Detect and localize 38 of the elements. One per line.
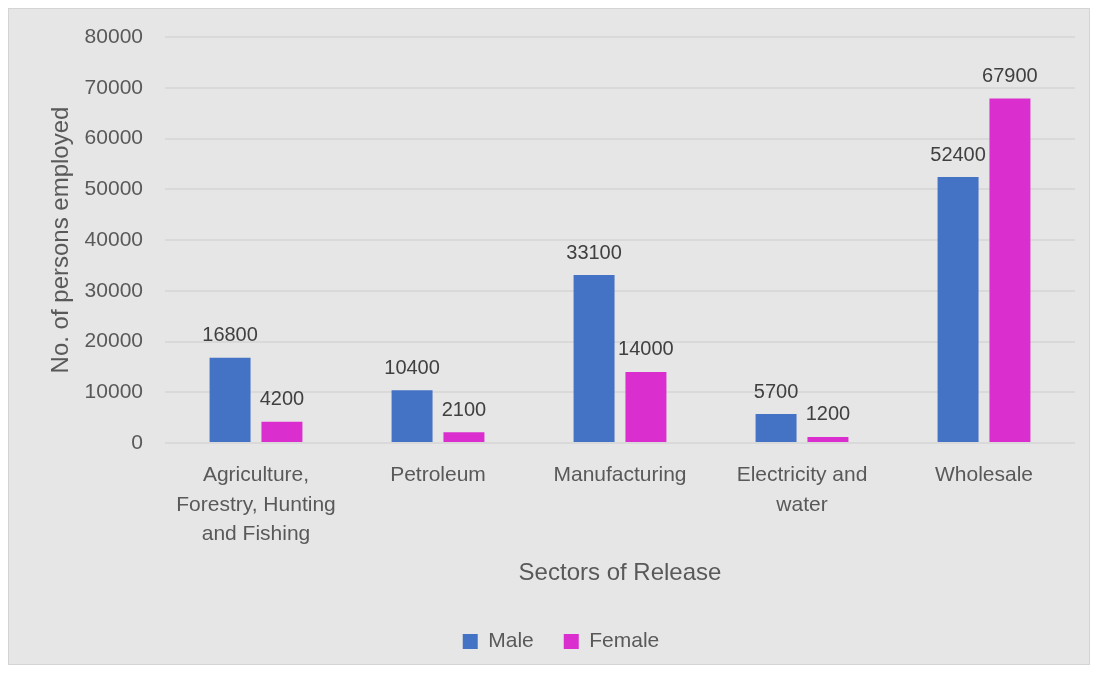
data-label: 52400 <box>930 142 986 165</box>
bar <box>625 371 667 442</box>
y-tick-label: 0 <box>131 429 143 453</box>
y-tick-label: 30000 <box>84 277 143 301</box>
y-tick-label: 70000 <box>84 74 143 98</box>
y-tick-label: 60000 <box>84 125 143 149</box>
bar <box>573 275 615 442</box>
bar <box>443 432 485 442</box>
x-tick-label: Petroleum <box>390 462 486 486</box>
data-label: 4200 <box>259 387 305 410</box>
legend-label: Male <box>488 628 534 652</box>
bar <box>261 421 303 442</box>
bar <box>209 357 251 442</box>
x-tick-label: Agriculture, Forestry, Hunting and Fishing <box>176 462 336 545</box>
bar <box>755 414 797 442</box>
bar <box>391 390 433 442</box>
bar <box>937 177 979 442</box>
bar <box>807 436 849 442</box>
data-label: 5700 <box>753 379 799 402</box>
data-label: 1200 <box>805 402 851 425</box>
x-tick-label: Wholesale <box>934 462 1034 486</box>
y-axis-title: No. of persons employed <box>46 106 74 374</box>
y-tick-label: 50000 <box>84 176 143 200</box>
legend-label: Female <box>589 628 660 652</box>
data-label: 2100 <box>441 397 487 420</box>
data-label: 33100 <box>566 240 622 263</box>
x-axis-title: Sectors of Release <box>518 558 722 586</box>
x-tick-label: Manufacturing <box>553 462 687 486</box>
data-label: 16800 <box>202 323 258 346</box>
bar <box>989 98 1031 442</box>
data-label: 10400 <box>384 355 440 378</box>
x-tick-label: Electricity and water <box>736 462 868 515</box>
y-tick-label: 10000 <box>84 379 143 403</box>
data-label: 14000 <box>618 337 674 360</box>
y-tick-label: 20000 <box>84 328 143 352</box>
data-label: 67900 <box>982 63 1038 86</box>
y-tick-label: 40000 <box>84 226 143 250</box>
y-tick-label: 80000 <box>84 23 143 47</box>
